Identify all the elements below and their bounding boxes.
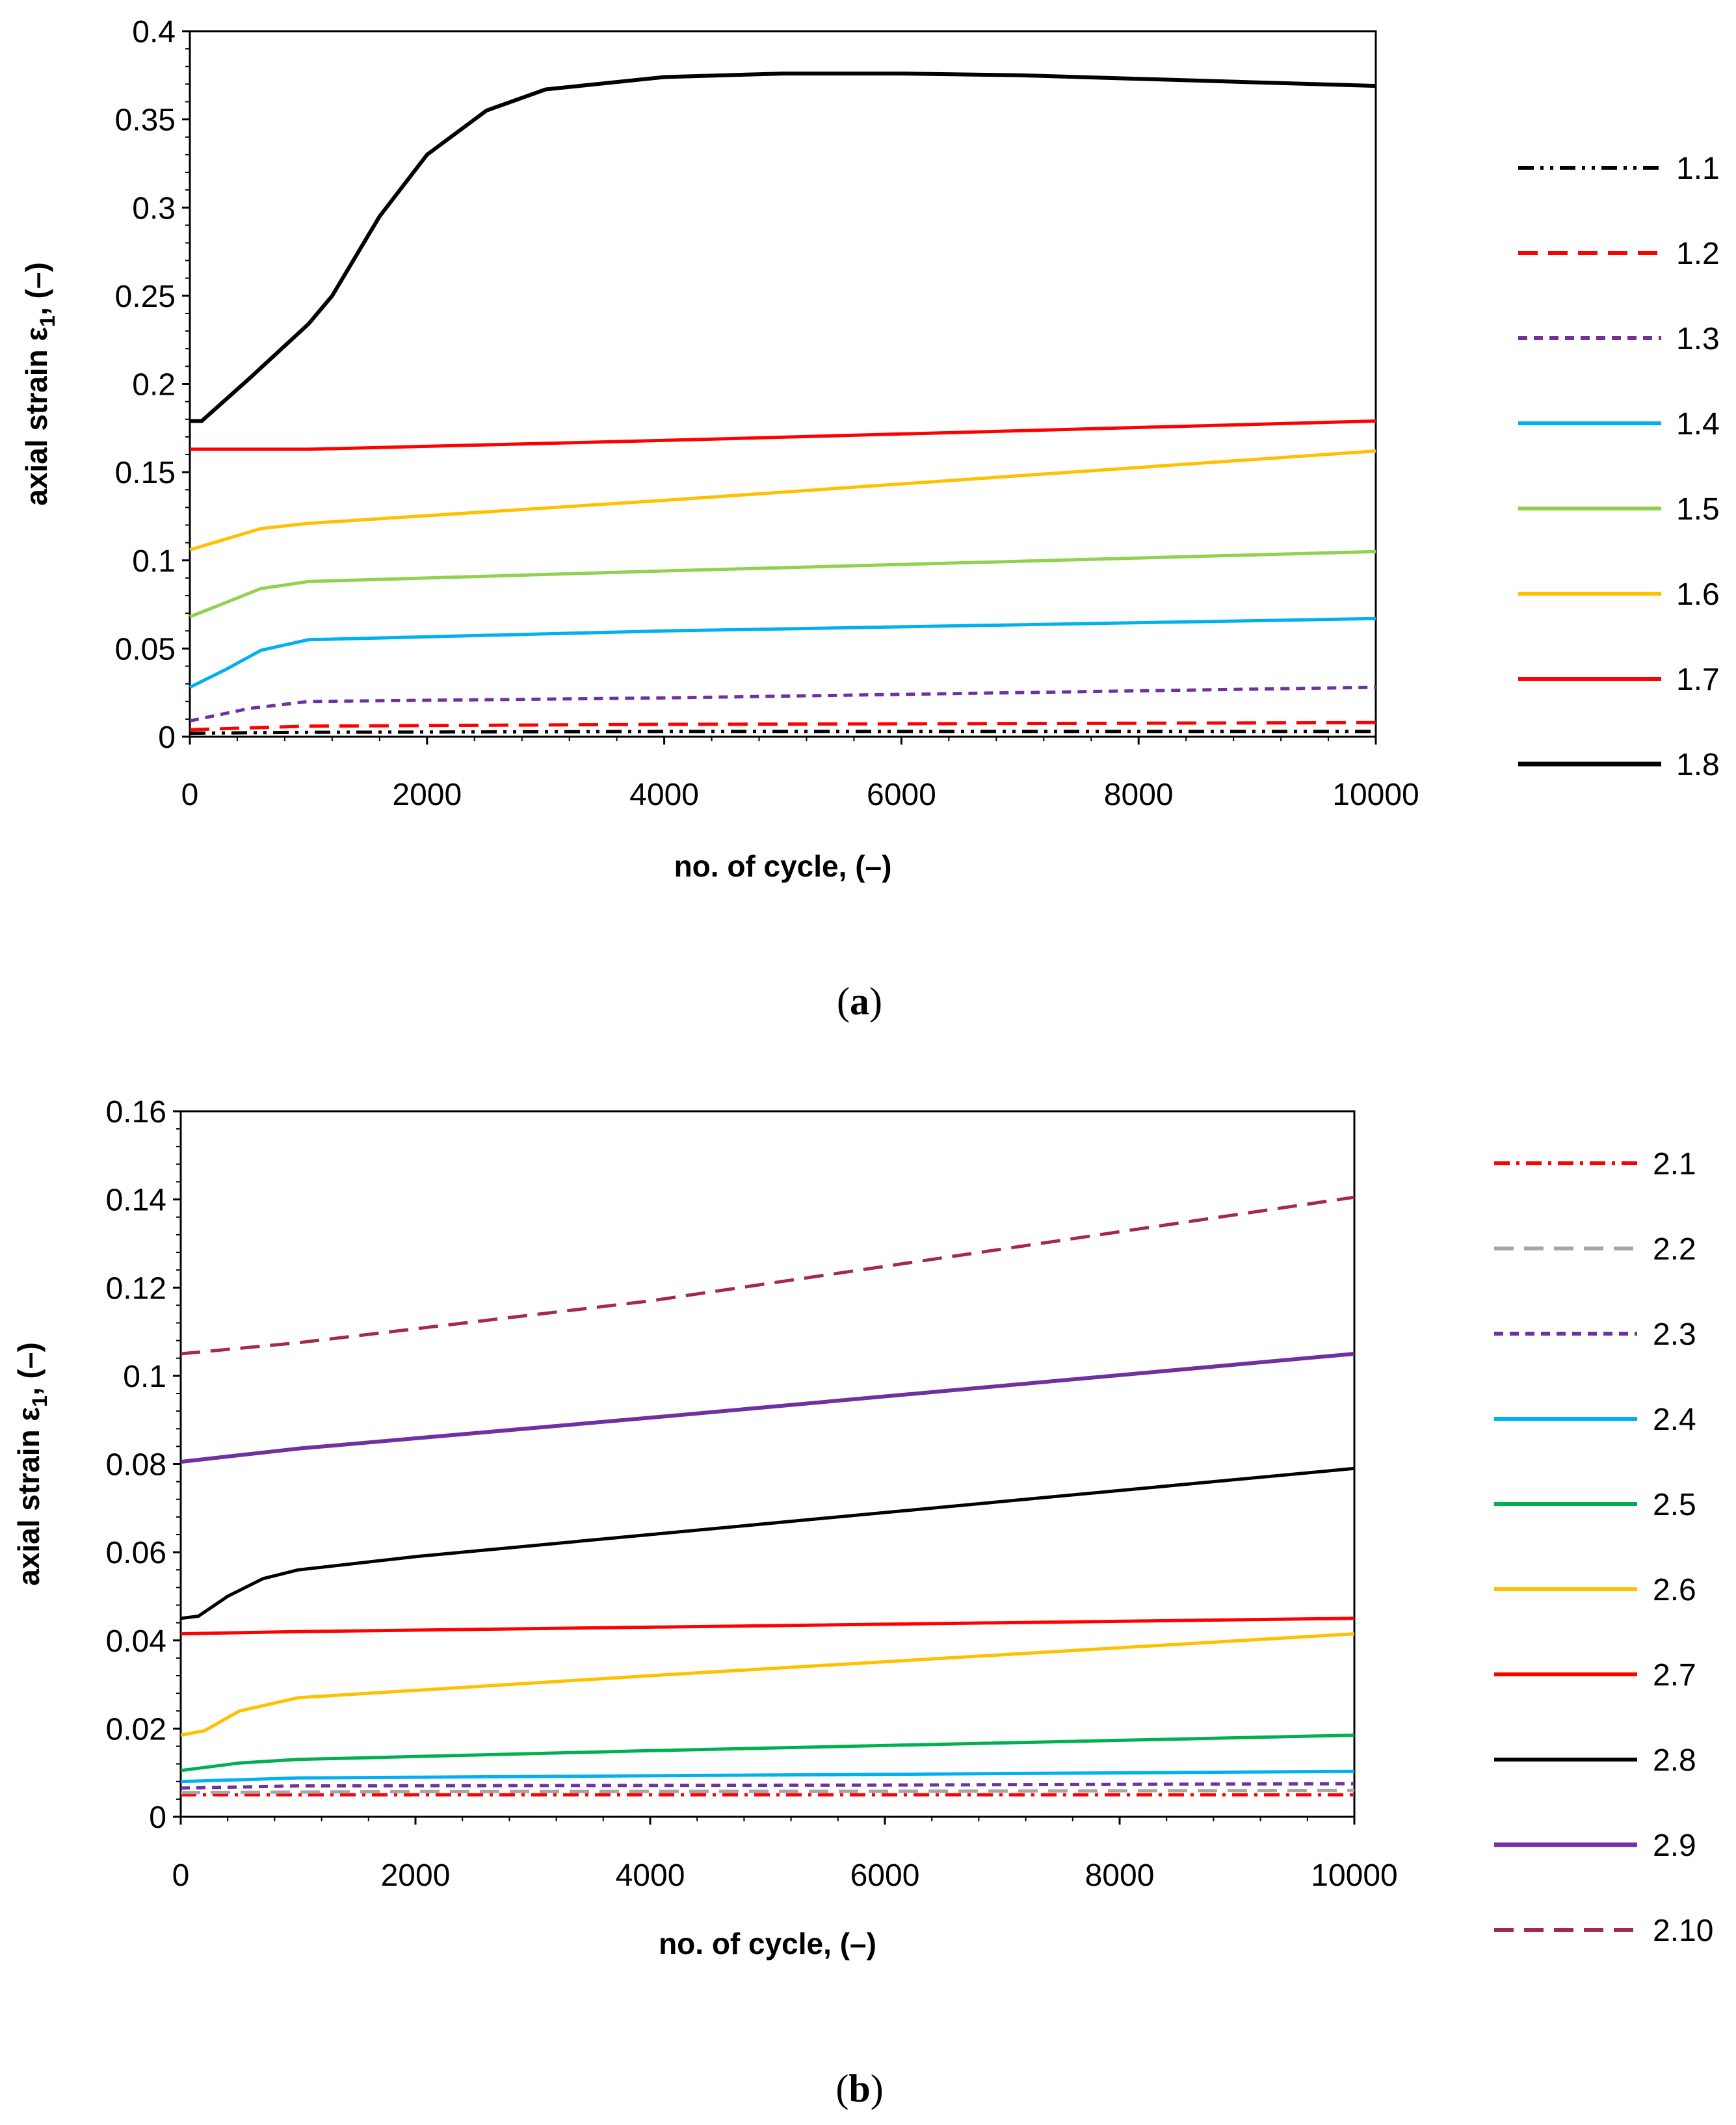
legend-label: 2.10 — [1653, 1914, 1713, 1948]
series-line-1-1 — [189, 730, 1376, 735]
legend-label: 1.8 — [1676, 748, 1720, 782]
legend: 2.1 2.2 2.3 2.4 2.5 2.6 2.7 2.8 2.9 2.10 — [1494, 1147, 1713, 1948]
x-tick-label: 8000 — [1085, 1858, 1155, 1893]
series-line-2-4 — [180, 1769, 1355, 1784]
series-line-2-6 — [180, 1632, 1355, 1737]
x-axis-label: no. of cycle, (–) — [659, 1927, 876, 1960]
series-line-2-5 — [180, 1734, 1355, 1773]
x-tick-label: 0 — [172, 1858, 190, 1893]
legend-label: 2.8 — [1653, 1743, 1696, 1778]
legend-label: 2.6 — [1653, 1573, 1696, 1607]
series-line-1-8 — [190, 72, 1376, 423]
y-tick-label: 0.1 — [132, 544, 176, 579]
x-tick-label: 4000 — [629, 778, 699, 812]
x-tick-label: 10000 — [1332, 778, 1419, 812]
series-line-1-3 — [189, 685, 1376, 723]
series-line-1-4 — [189, 616, 1376, 689]
x-axis-label: no. of cycle, (–) — [674, 849, 892, 883]
legend-label: 1.4 — [1676, 407, 1720, 442]
series-line-2-2 — [180, 1788, 1355, 1795]
y-tick-label: 0.12 — [106, 1271, 166, 1306]
legend-label: 1.2 — [1676, 237, 1720, 271]
legend-label: 1.5 — [1676, 492, 1720, 527]
plot-area — [179, 1110, 1356, 1818]
legend-label: 1.3 — [1676, 322, 1720, 356]
x-tick-label: 2000 — [392, 778, 462, 812]
panel-label-b: (b) — [835, 2067, 883, 2110]
legend-label: 2.7 — [1653, 1658, 1696, 1693]
y-tick-label: 0.3 — [132, 191, 176, 226]
x-tick-label: 4000 — [616, 1858, 685, 1893]
y-tick-label: 0.05 — [115, 632, 176, 667]
series-line-2-8 — [180, 1466, 1355, 1620]
x-tick-label: 8000 — [1104, 778, 1174, 812]
y-tick-label: 0.16 — [106, 1095, 166, 1129]
x-tick-label: 6000 — [867, 778, 936, 812]
y-tick-label: 0.14 — [106, 1183, 166, 1218]
y-tick-label: 0 — [149, 1801, 166, 1835]
y-tick-label: 0.04 — [106, 1624, 166, 1659]
y-axis-label: axial strain ε1, (–) — [20, 262, 59, 506]
legend-label: 2.3 — [1653, 1317, 1696, 1352]
panel-label-a: (a) — [837, 980, 882, 1023]
series-line-2-3 — [180, 1782, 1355, 1790]
series-line-1-2 — [189, 720, 1376, 732]
series-line-1-6 — [189, 449, 1376, 551]
legend-label: 2.4 — [1653, 1403, 1696, 1437]
legend-label: 2.1 — [1653, 1147, 1696, 1181]
legend-label: 1.1 — [1676, 152, 1720, 186]
y-tick-label: 0.1 — [123, 1360, 166, 1394]
y-tick-label: 0.15 — [115, 456, 176, 490]
legend-label: 2.2 — [1653, 1232, 1696, 1267]
y-axis-label: axial strain ε1, (–) — [12, 1342, 51, 1586]
chart-panel-b: 0 0.02 0.04 0.06 0.08 0.1 0.12 0.14 0.16 0 2000 400… — [12, 1095, 1713, 1960]
y-tick-label: 0.25 — [115, 280, 176, 314]
legend-label: 1.6 — [1676, 577, 1720, 612]
series-line-2-9 — [180, 1352, 1355, 1464]
series-line-2-7 — [180, 1617, 1355, 1636]
legend-label: 1.7 — [1676, 663, 1720, 697]
chart-panel-a: 0 0.05 0.1 0.15 0.2 0.25 0.3 0.35 0.4 0 2000 4000 60… — [20, 15, 1720, 883]
legend-label: 2.9 — [1653, 1828, 1696, 1863]
y-tick-label: 0.02 — [106, 1712, 166, 1747]
y-tick-label: 0.06 — [106, 1536, 166, 1570]
y-tick-label: 0.35 — [115, 103, 176, 138]
legend-label: 2.5 — [1653, 1488, 1696, 1522]
x-tick-label: 2000 — [381, 1858, 451, 1893]
series-line-2-10 — [180, 1195, 1355, 1356]
x-tick-label: 10000 — [1311, 1858, 1397, 1893]
y-tick-label: 0.08 — [106, 1448, 166, 1483]
y-tick-label: 0.4 — [132, 15, 176, 49]
x-tick-label: 6000 — [850, 1858, 920, 1893]
series-line-1-7 — [190, 419, 1376, 451]
series-line-1-5 — [189, 549, 1376, 618]
x-tick-label: 0 — [181, 778, 199, 812]
y-tick-label: 0 — [158, 720, 176, 755]
y-tick-label: 0.2 — [132, 368, 176, 403]
plot-area — [189, 30, 1377, 738]
legend: 1.1 1.2 1.3 1.4 1.5 1.6 1.7 1.8 — [1518, 152, 1720, 782]
